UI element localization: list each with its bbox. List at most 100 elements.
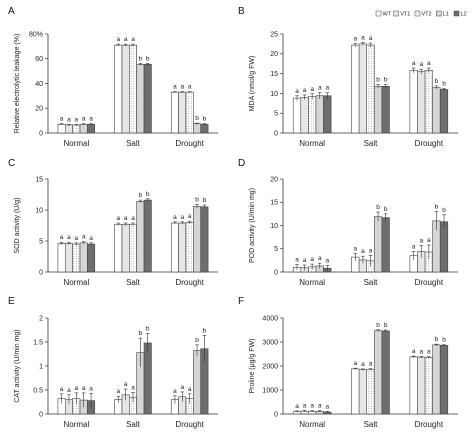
bar-vt1-salt (358, 43, 368, 134)
bar-l1-drought (432, 87, 441, 134)
significance-letter: a (67, 234, 71, 241)
y-tick-label: 20 (35, 106, 43, 113)
y-axis-label: CAT activity (U/min mg) (14, 329, 21, 402)
significance-letter: b (195, 196, 199, 203)
significance-letter: a (60, 386, 64, 393)
significance-letter: a (60, 234, 64, 241)
significance-letter: b (442, 337, 446, 344)
legend-swatch (453, 10, 460, 17)
panel-letter: F (238, 296, 244, 307)
y-tick-label: 0 (274, 130, 278, 137)
y-tick-label: 0 (39, 130, 43, 137)
y-axis-label: SOD activity (U/g) (14, 197, 21, 253)
significance-letter: a (173, 388, 177, 395)
significance-letter: a (82, 234, 86, 241)
bar-vt1-normal (300, 97, 309, 134)
significance-letter: a (295, 403, 299, 410)
bar-wt-normal (292, 97, 302, 134)
bar-wt-normal (57, 243, 66, 273)
significance-letter: b (435, 336, 439, 343)
significance-letter: a (180, 384, 184, 391)
bar-vt1-drought (417, 71, 426, 134)
y-tick-label: 2000 (262, 363, 278, 370)
bar-vt2-drought (185, 222, 194, 273)
significance-letter: b (195, 337, 199, 344)
x-category-label: Normal (299, 420, 325, 429)
significance-letter: a (75, 385, 79, 392)
y-tick-label: 0 (39, 269, 43, 276)
bar-wt-drought (170, 222, 179, 273)
legend-item-l2: L2 (453, 10, 467, 18)
bar-wt-salt (351, 44, 360, 134)
x-category-label: Normal (63, 139, 89, 148)
significance-letter: a (354, 245, 358, 252)
significance-letter: a (419, 237, 423, 244)
bar-l1-drought (432, 344, 441, 415)
significance-letter: a (310, 256, 314, 263)
significance-letter: a (124, 215, 128, 222)
significance-letter: a (188, 386, 192, 393)
x-category-label: Normal (63, 278, 89, 287)
significance-letter: b (139, 55, 143, 62)
significance-letter: b (203, 197, 207, 204)
y-tick-label: 1000 (262, 387, 278, 394)
legend-swatch (375, 10, 382, 17)
significance-letter: a (419, 348, 423, 355)
bar-l2-normal (87, 124, 96, 134)
significance-letter: a (326, 257, 330, 264)
significance-letter: b (139, 330, 143, 337)
significance-letter: a (82, 385, 86, 392)
significance-letter: a (131, 215, 135, 222)
significance-letter: b (146, 55, 150, 62)
y-tick-label: 25 (270, 31, 278, 38)
legend-label: L2 (461, 12, 467, 18)
significance-letter: b (376, 77, 380, 84)
significance-letter: a (318, 85, 322, 92)
legend-label: VT1 (400, 12, 410, 18)
bar-wt-salt (114, 223, 123, 273)
y-tick-label: 80% (29, 31, 43, 38)
legend-item-vt2: VT2 (414, 10, 432, 18)
bar-vt2-drought (185, 91, 194, 134)
significance-letter: b (376, 204, 380, 211)
x-category-label: Drought (415, 278, 444, 287)
significance-letter: b (146, 325, 150, 332)
significance-letter: a (180, 84, 184, 91)
significance-letter: a (188, 84, 192, 91)
significance-letter: a (116, 388, 120, 395)
significance-letter: a (326, 85, 330, 92)
y-tick-label: 40 (35, 81, 43, 88)
y-axis-label: Proline (μg/g FW) (249, 339, 256, 394)
y-axis-label: Relative electrolytic leakage (%) (14, 34, 21, 134)
x-category-label: Drought (175, 278, 204, 287)
significance-letter: b (435, 78, 439, 85)
legend-item-vt1: VT1 (393, 10, 410, 18)
significance-letter: a (67, 387, 71, 394)
y-tick-label: 0.5 (33, 387, 43, 394)
bar-l2-salt (381, 330, 390, 415)
significance-letter: a (412, 348, 416, 355)
significance-letter: a (318, 255, 322, 262)
legend: WT VT1 VT2 L1 L2 (375, 10, 467, 18)
bar-wt-salt (351, 368, 360, 415)
bar-l2-salt (143, 64, 152, 134)
bar-vt2-normal (72, 124, 81, 134)
bar-l1-drought (193, 123, 202, 134)
y-tick-label: 10 (270, 91, 278, 98)
y-tick-label: 2 (39, 315, 43, 322)
x-category-label: Drought (175, 420, 204, 429)
y-tick-label: 20 (270, 176, 278, 183)
significance-letter: a (354, 36, 358, 43)
significance-letter: b (376, 322, 380, 329)
y-tick-label: 0 (274, 269, 278, 276)
significance-letter: a (412, 60, 416, 67)
bar-vt2-drought (424, 70, 433, 134)
significance-letter: a (361, 34, 365, 41)
y-tick-label: 0 (274, 411, 278, 418)
